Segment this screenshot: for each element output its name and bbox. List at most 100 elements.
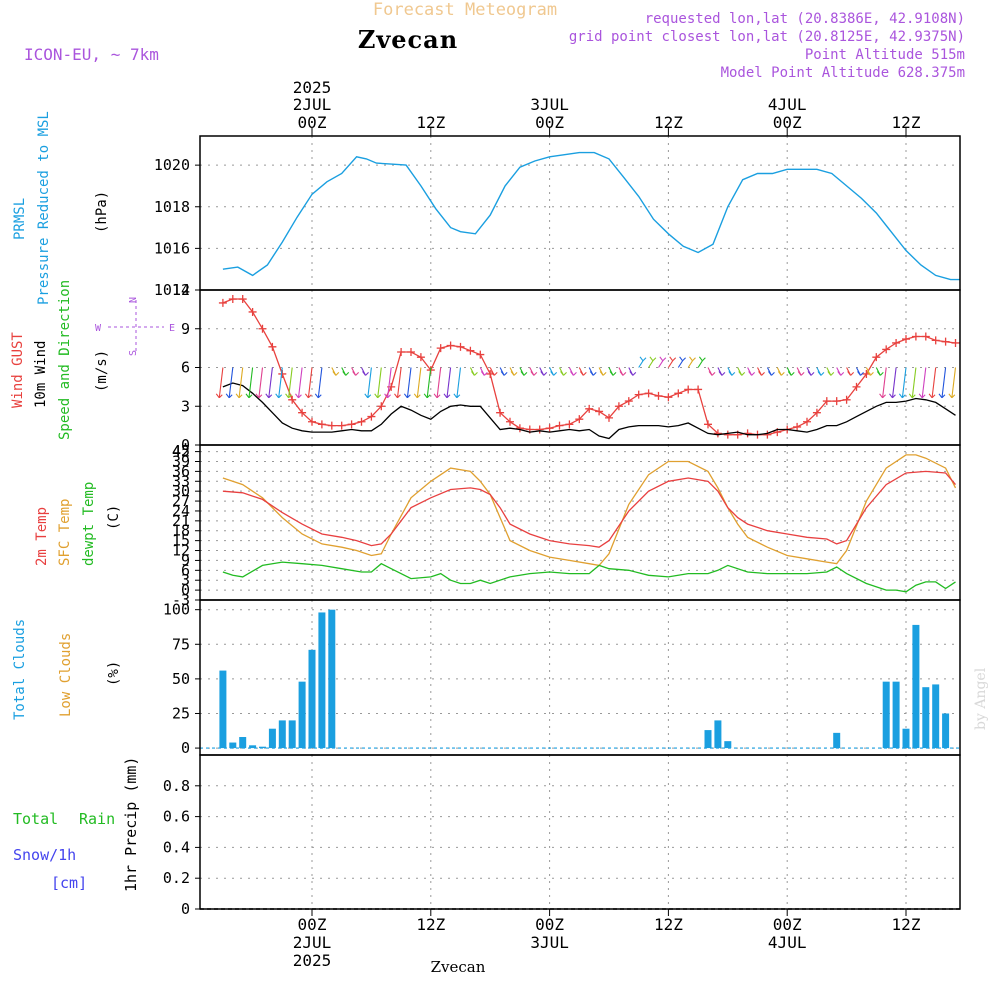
y-tick-label: 3 <box>181 571 190 589</box>
gust-marker <box>268 342 277 351</box>
wind-arrow-head <box>215 393 223 399</box>
gust-marker <box>238 295 247 304</box>
wind-arrow-head <box>362 371 369 376</box>
gust-marker <box>614 402 623 411</box>
gust-marker <box>951 338 960 347</box>
wind-arrow-head <box>807 371 815 376</box>
wind-direction-arrow <box>416 367 422 398</box>
x-axis-year-top: 2025 <box>293 78 332 97</box>
pressure-unit: (hPa) <box>94 191 110 233</box>
wind-arrow-head <box>540 371 548 376</box>
x-axis-label-bottom: 12Z <box>892 915 921 934</box>
cloud-bar <box>318 612 326 749</box>
y-tick-label: 27 <box>172 492 190 510</box>
wind-arrow-head <box>639 356 647 362</box>
wind-direction-arrow <box>891 367 897 398</box>
gust-marker <box>506 417 514 426</box>
y-tick-label: 0 <box>181 739 190 757</box>
snow-label: Snow/1h <box>13 846 76 864</box>
gust-marker <box>308 417 316 426</box>
cloud-bar <box>922 687 930 749</box>
gust-marker <box>654 391 663 400</box>
y-tick-label: 21 <box>172 512 190 530</box>
gust-marker <box>674 389 683 398</box>
prmsl-label: PRMSL <box>12 198 28 240</box>
wind-arrow-head <box>314 393 322 399</box>
x-axis-label-bottom: 12Z <box>416 915 445 934</box>
wind-arrow-head <box>599 371 607 376</box>
wind-arrow-head <box>560 371 567 376</box>
wind-direction-arrow <box>268 367 273 398</box>
wind-arrow-head <box>867 371 874 376</box>
compass-west: W <box>95 323 102 334</box>
wind-direction-arrow <box>396 367 402 398</box>
gust-marker <box>466 346 475 355</box>
y-tick-label: 9 <box>181 320 190 338</box>
wind-arrow-head <box>918 393 926 399</box>
wind-arrow-head <box>364 393 372 399</box>
x-axis-label-top: 12Z <box>654 113 683 132</box>
wind-direction-arrow <box>387 367 392 398</box>
y-tick-label: 6 <box>181 561 190 579</box>
snow-unit-label: [cm] <box>51 874 87 892</box>
x-axis-label-bottom: 00Z <box>298 915 327 934</box>
y-tick-label: 33 <box>172 472 190 490</box>
wind-arrow-head <box>332 371 340 376</box>
wind-arrow-head <box>718 371 726 376</box>
y-tick-label: 0 <box>181 581 190 599</box>
wind-arrow-head <box>889 393 896 399</box>
wind-arrow-head <box>938 393 946 399</box>
cloud-bar <box>714 720 722 749</box>
wind-direction-arrow <box>228 367 234 398</box>
wind-arrow-head <box>255 393 263 399</box>
x-axis-label-bottom: 2025 <box>293 951 332 970</box>
wind-direction-arrow <box>317 367 323 398</box>
wind-arrow-head <box>908 393 916 399</box>
wind-arrow-head <box>817 371 825 376</box>
gust-marker <box>694 385 703 394</box>
wind-arrow-head <box>928 393 936 399</box>
wind-arrow-head <box>619 371 627 376</box>
wind-arrow-head <box>471 371 478 376</box>
wind-direction-arrow <box>297 367 303 398</box>
y-tick-label: 42 <box>172 443 190 461</box>
x-axis-label-top: 3JUL <box>530 95 569 114</box>
gust-marker <box>902 335 910 344</box>
gust-marker <box>218 298 227 307</box>
gust-marker <box>763 430 772 439</box>
temp-panel-labels: 2m Temp SFC Temp dewpt Temp (C) <box>34 482 122 566</box>
gust-marker <box>882 345 891 354</box>
cloud-bar <box>229 742 237 749</box>
wind-arrow-head <box>235 393 243 399</box>
gust-marker <box>446 341 455 350</box>
y-tick-label: 12 <box>172 281 190 299</box>
wind-direction-arrow <box>248 367 254 398</box>
wind-arrow-head <box>679 356 686 362</box>
cloud-bar <box>249 745 257 749</box>
wind-arrow-head <box>827 371 835 376</box>
cloud-bar <box>219 670 227 749</box>
wind-direction-arrow <box>911 367 917 398</box>
sfctemp-label: SFC Temp <box>57 499 73 566</box>
wind-direction-arrow <box>456 367 462 398</box>
cloud-bar <box>902 728 910 749</box>
wind-arrow-head <box>649 356 657 362</box>
gust-marker <box>377 402 386 411</box>
footer-location: Zvecan <box>431 958 486 976</box>
cloud-panel-labels: Total Clouds Low Clouds (%) <box>12 619 122 720</box>
y-tick-label: 30 <box>172 482 190 500</box>
cloud-bar <box>239 737 247 749</box>
wind-direction-arrow <box>218 367 224 398</box>
wind-direction-arrow <box>406 367 412 398</box>
wind-arrow-head <box>609 371 617 376</box>
wind-direction-arrow <box>307 367 313 398</box>
x-axis-label-top: 00Z <box>773 113 802 132</box>
panel-frame <box>199 444 961 601</box>
chart-title: Forecast Meteogram <box>373 0 557 20</box>
panel-frames <box>199 135 961 910</box>
wind-arrow-head <box>898 393 906 399</box>
wind-arrow-head <box>423 393 431 399</box>
wind-arrow-head <box>629 371 637 376</box>
gust-marker <box>347 420 356 429</box>
